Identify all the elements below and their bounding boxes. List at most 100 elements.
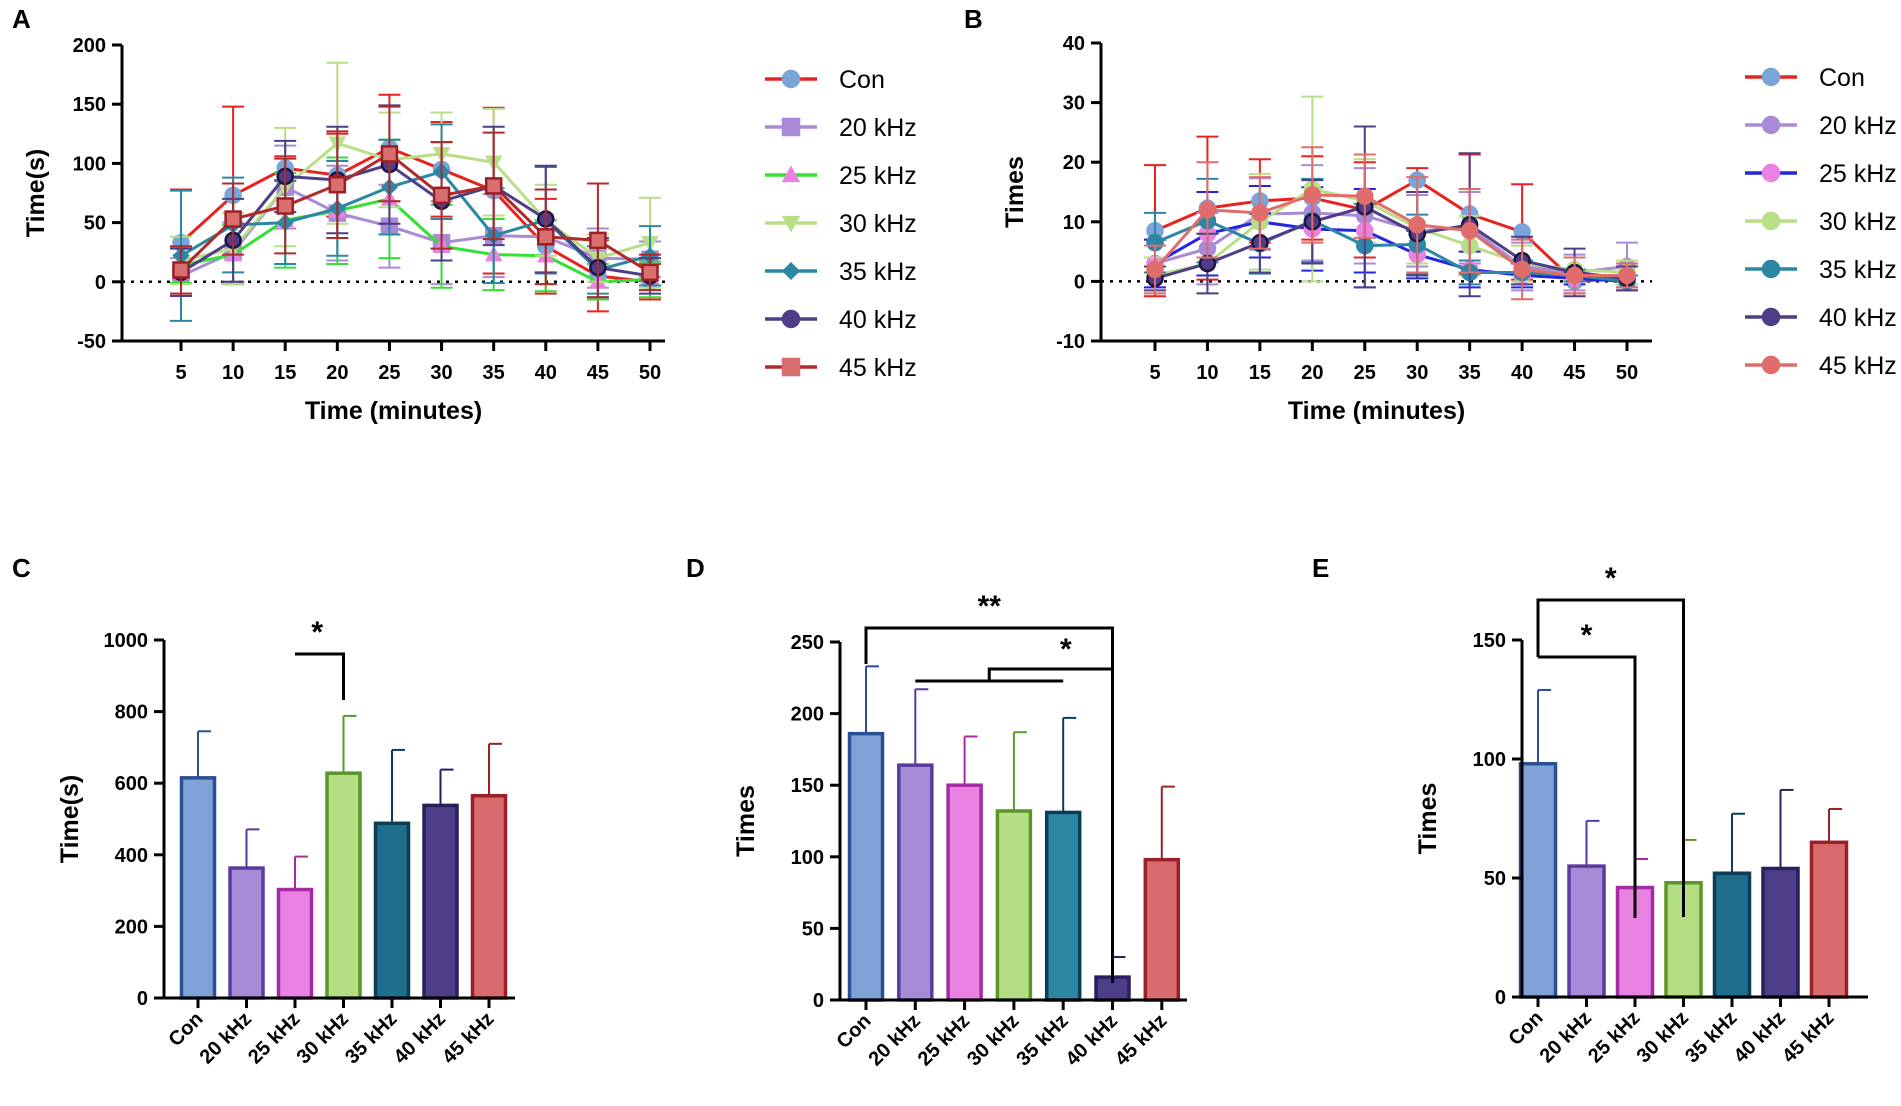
x-tick-label: 25 kHz (1584, 1007, 1644, 1067)
x-tick-label: 35 kHz (341, 1008, 401, 1068)
x-tick-label: 20 (1301, 362, 1323, 384)
bar-35-khz (1712, 871, 1752, 999)
x-axis-title: Time (minutes) (1288, 397, 1465, 425)
series-45-khz (1144, 146, 1638, 301)
significance-star: * (1060, 633, 1072, 666)
legend-item-40-khz: 40 kHz (1745, 304, 1897, 332)
y-tick-label: 150 (791, 775, 824, 797)
significance-star: * (1581, 619, 1593, 652)
x-tick-label: 15 (1249, 362, 1271, 384)
bar-35-khz (1044, 810, 1082, 1002)
y-tick-label: 30 (1063, 93, 1085, 115)
y-tick-label: 250 (791, 632, 824, 654)
x-tick-label: 25 kHz (244, 1008, 304, 1068)
y-tick-label: 40 (1063, 33, 1085, 55)
x-tick-label: 25 kHz (914, 1010, 974, 1070)
legend-marker (781, 261, 801, 281)
line-chart-a: A -50 0 50 100 150 200 5 10 15 20 25 30 35 40 45 50 Time … (12, 4, 917, 425)
x-tick-label: 10 (222, 362, 244, 384)
x-tick-label: 15 (274, 362, 296, 384)
y-tick-label: 0 (1074, 271, 1085, 293)
x-tick-label: Con (1504, 1007, 1547, 1050)
data-point (328, 175, 347, 194)
data-point (484, 177, 503, 195)
series-line (179, 152, 651, 274)
x-tick-label: 20 (326, 362, 348, 384)
bar-20-khz (1567, 864, 1606, 999)
legend-item-20-khz: 20 kHz (1745, 112, 1897, 140)
y-tick-label: 0 (137, 988, 148, 1010)
legend-label: 20 kHz (839, 114, 917, 142)
y-tick-label: 0 (95, 272, 106, 294)
legend-label: 40 kHz (839, 306, 917, 334)
legend-label: 30 kHz (1819, 208, 1897, 236)
x-tick-label: 20 kHz (196, 1008, 256, 1068)
legend-item-45-khz: 45 kHz (1745, 352, 1897, 380)
data-point (432, 186, 451, 205)
data-point (172, 261, 190, 279)
legend-marker (781, 215, 801, 233)
x-tick-label: 30 kHz (1633, 1007, 1693, 1067)
y-axis-title: Time(s) (22, 149, 50, 237)
legend-item-35-khz: 35 kHz (765, 258, 917, 286)
legend-item-45-khz: 45 kHz (765, 354, 917, 382)
y-tick-label: -10 (1056, 331, 1085, 353)
significance-brackets: *** (864, 590, 1114, 983)
x-tick-label: 35 kHz (1012, 1010, 1072, 1070)
series-line (1154, 220, 1628, 283)
y-tick-label: 800 (115, 702, 148, 724)
y-tick-label: 200 (791, 704, 824, 726)
series-line (1153, 193, 1627, 277)
bracket-line (295, 652, 345, 700)
x-tick-label: 40 kHz (1730, 1007, 1790, 1067)
x-tick-label: 5 (1149, 362, 1160, 384)
significance-brackets: * (295, 616, 345, 700)
data-point (1460, 221, 1479, 240)
y-axis-title: Time(s) (56, 775, 84, 863)
bar-20-khz (897, 763, 934, 1002)
legend-marker (1761, 259, 1781, 279)
data-point (1565, 266, 1584, 285)
x-tick-label: 20 kHz (864, 1010, 924, 1070)
y-tick-label: 200 (73, 35, 106, 57)
legend-marker (781, 165, 801, 183)
bracket-line (1538, 655, 1637, 918)
legend-item-30-khz: 30 kHz (1745, 208, 1897, 236)
y-tick-label: 600 (115, 773, 148, 795)
bar-25-khz (276, 887, 314, 1000)
legend-label: 30 kHz (839, 210, 917, 238)
data-point (1303, 186, 1322, 204)
panel-label: E (1312, 553, 1329, 583)
significance-brackets: ** (1536, 562, 1685, 918)
legend-item-25-khz: 25 kHz (765, 162, 917, 190)
y-tick-label: 50 (84, 213, 106, 235)
data-point (589, 231, 607, 250)
series-45-khz (170, 105, 661, 299)
series-line (179, 146, 651, 284)
x-tick-label: 40 kHz (390, 1008, 450, 1068)
legend-label: 25 kHz (1819, 160, 1897, 188)
y-tick-label: 0 (813, 990, 824, 1012)
legend-label: 40 kHz (1819, 304, 1897, 332)
legend-marker (1761, 67, 1781, 87)
bar-40-khz (422, 803, 459, 1000)
bar-45-khz (470, 793, 508, 1000)
y-axis-title: Times (732, 785, 760, 857)
bar-con (179, 776, 217, 1000)
legend-marker (781, 309, 801, 329)
legend: Con 20 kHz 25 kHz 30 kHz 35 kHz 40 kHz 45 kHz (1745, 64, 1897, 380)
data-point (641, 263, 659, 282)
x-tick-label: 5 (175, 362, 186, 384)
data-point (1198, 201, 1217, 219)
bar-25-khz (946, 783, 983, 1002)
y-tick-label: 100 (73, 153, 106, 175)
bar-con (847, 731, 885, 1002)
legend-marker (781, 69, 801, 89)
legend-label: Con (839, 66, 885, 94)
x-tick-label: 35 (483, 362, 505, 384)
bar-con (1518, 762, 1558, 999)
legend-marker (1761, 307, 1781, 327)
x-tick-label: 30 kHz (963, 1010, 1023, 1070)
